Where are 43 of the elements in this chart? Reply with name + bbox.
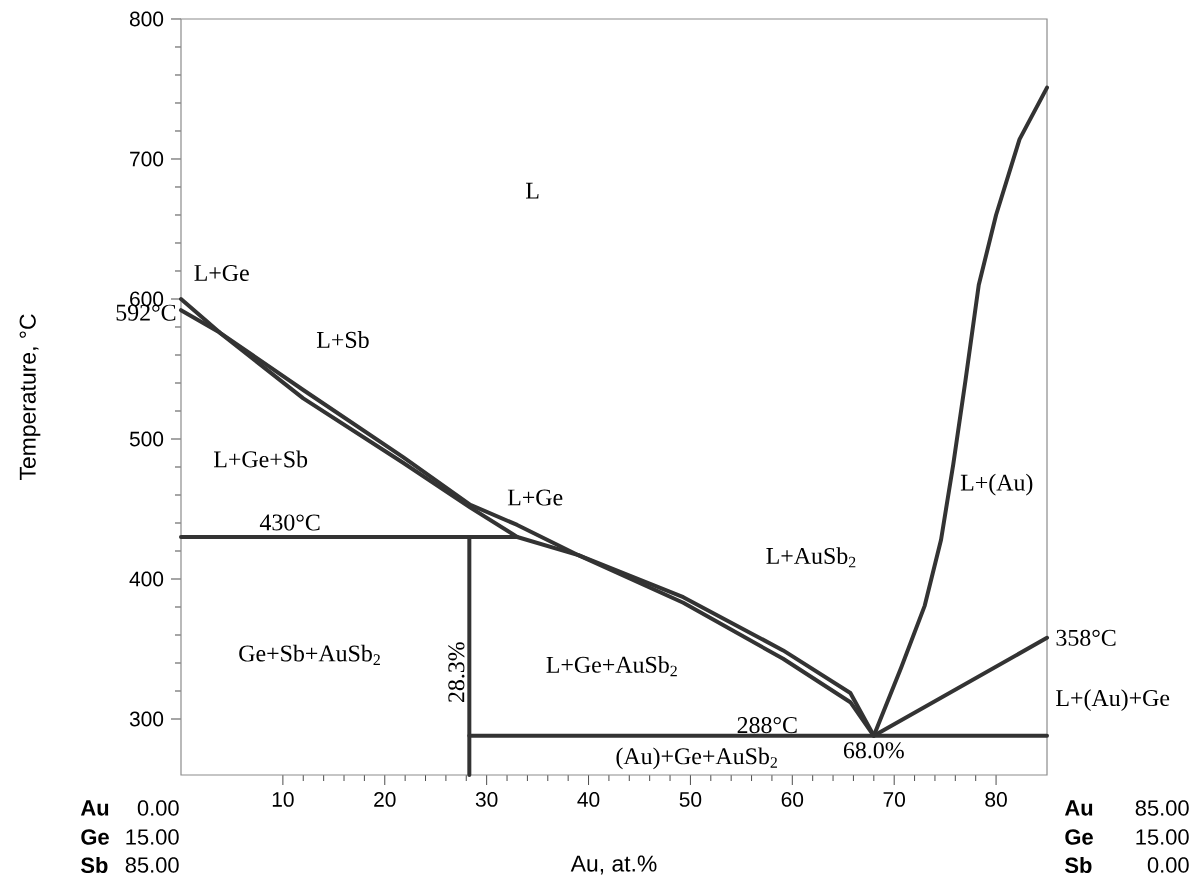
x-tick-label: 60 bbox=[781, 792, 804, 807]
text: 0.00 bbox=[137, 800, 179, 816]
annotation: L+AuSb$_{2}$ bbox=[766, 547, 856, 568]
annotation: 430°C bbox=[259, 514, 320, 531]
annotation: 28.3% bbox=[448, 642, 465, 702]
x-axis-title: Au, at.% bbox=[570, 855, 657, 875]
annotation: L+(Au) bbox=[960, 473, 1033, 496]
text: Au bbox=[80, 800, 109, 816]
x-tick-label: 10 bbox=[272, 792, 294, 807]
annotation: L+Ge+AuSb$_{2}$ bbox=[546, 656, 677, 677]
text: 15.00 bbox=[126, 829, 179, 845]
text: Sb bbox=[81, 856, 108, 874]
y-tick-label: 800 bbox=[129, 11, 164, 27]
text: Ge bbox=[1065, 829, 1093, 845]
x-tick-label: 70 bbox=[883, 792, 905, 807]
text: L+(Au)+Ge bbox=[1056, 689, 1170, 711]
text: Sb bbox=[1065, 856, 1092, 874]
x-tick-label: 80 bbox=[985, 792, 1007, 807]
y-tick-label: 400 bbox=[129, 571, 164, 587]
x-tick-label: 20 bbox=[374, 792, 396, 807]
annotation: L+Ge bbox=[507, 489, 563, 506]
x-tick-label: 30 bbox=[475, 792, 498, 807]
y-tick-label: 500 bbox=[129, 431, 164, 447]
text: Ge bbox=[81, 829, 109, 845]
annotation: L bbox=[525, 182, 539, 199]
text: 85.00 bbox=[125, 857, 179, 873]
annotation: (Au)+Ge+AuSb$_{2}$ bbox=[616, 747, 777, 770]
annotation: Ge+Sb+AuSb$_{2}$ bbox=[239, 644, 380, 665]
annotation: L+Ge bbox=[194, 264, 249, 282]
y-tick-label: 700 bbox=[130, 151, 164, 167]
text: 0.00 bbox=[1147, 857, 1189, 873]
text: Au bbox=[1064, 800, 1093, 816]
y-tick-label: 300 bbox=[129, 711, 164, 727]
text: 15.00 bbox=[1136, 829, 1189, 845]
annotation: L+Ge+Sb bbox=[214, 450, 308, 468]
annotation: 288°C bbox=[737, 717, 797, 734]
annotation: 358°C bbox=[1056, 629, 1116, 646]
x-tick-label: 50 bbox=[679, 792, 702, 807]
text: 85.00 bbox=[1135, 800, 1189, 816]
annotation: 68.0% bbox=[843, 742, 904, 759]
y-axis-title: Temperature, °C bbox=[19, 314, 41, 481]
annotation: L+Sb bbox=[316, 331, 369, 348]
x-tick-label: 40 bbox=[577, 792, 600, 807]
